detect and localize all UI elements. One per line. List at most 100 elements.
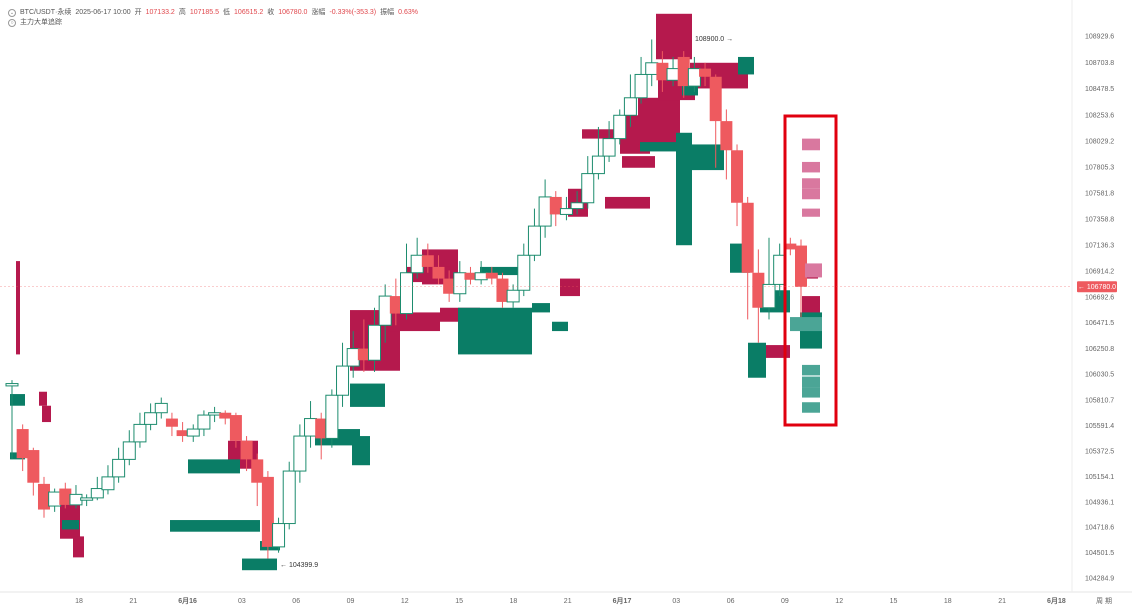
candle-body-up bbox=[197, 414, 211, 430]
sell-order-block bbox=[582, 129, 640, 139]
candle-body-down bbox=[731, 150, 744, 203]
y-tick-label: 106250.8 bbox=[1085, 346, 1114, 353]
close-label: 收 bbox=[267, 9, 275, 16]
buy-zone bbox=[802, 402, 820, 413]
candle-body-down bbox=[16, 429, 29, 459]
candle-body-down bbox=[251, 459, 264, 483]
candle-body-down bbox=[784, 243, 797, 250]
y-tick-label: 108253.6 bbox=[1085, 112, 1114, 119]
candle-body-up bbox=[90, 488, 104, 499]
candle-body-down bbox=[261, 476, 274, 547]
x-tick-label: 18 bbox=[510, 598, 518, 605]
y-tick-label: 108929.6 bbox=[1085, 34, 1114, 41]
sell-order-block bbox=[16, 261, 20, 355]
buy-order-block bbox=[682, 83, 698, 96]
indicator-name[interactable]: 主力大单追踪 bbox=[20, 19, 62, 26]
candle-body-up bbox=[453, 272, 467, 295]
candle-body-up bbox=[474, 272, 488, 281]
sell-zone bbox=[805, 263, 822, 278]
candle-body-up bbox=[272, 523, 286, 548]
sell-order-block bbox=[39, 391, 47, 406]
y-tick-label: 107581.8 bbox=[1085, 191, 1114, 198]
candle-body-down bbox=[549, 196, 562, 215]
candle-body-up bbox=[378, 295, 392, 326]
candle-body-up bbox=[101, 476, 115, 491]
y-tick-label: 108029.2 bbox=[1085, 139, 1114, 146]
symbol-label: BTC/USDT·永续 bbox=[20, 9, 72, 16]
sell-zone bbox=[802, 178, 820, 189]
candle-body-down bbox=[720, 121, 733, 151]
buy-order-block bbox=[170, 520, 260, 532]
candle-body-up bbox=[410, 254, 424, 274]
highlight-box bbox=[783, 114, 838, 427]
candle-body-up bbox=[154, 402, 168, 414]
candle-body-down bbox=[389, 296, 402, 314]
candle-body-up bbox=[602, 138, 616, 157]
candle-body-up bbox=[613, 114, 627, 140]
buy-order-block bbox=[676, 132, 692, 246]
sell-order-block bbox=[656, 13, 692, 60]
buy-order-block bbox=[532, 303, 550, 313]
sell-order-block bbox=[42, 405, 51, 423]
indicator-settings-icon[interactable]: ○ bbox=[8, 19, 16, 27]
x-tick-label: 18 bbox=[944, 598, 952, 605]
buy-order-block bbox=[188, 459, 240, 474]
y-tick-label: 108703.8 bbox=[1085, 60, 1114, 67]
sell-order-block bbox=[802, 296, 820, 314]
candle-body-down bbox=[709, 76, 722, 122]
candle-body-up bbox=[400, 272, 413, 315]
candle-body-down bbox=[421, 255, 434, 267]
y-tick-label: 106471.5 bbox=[1085, 320, 1114, 327]
sell-order-block bbox=[73, 536, 84, 558]
y-tick-label: 106030.5 bbox=[1085, 372, 1114, 379]
candle-body-up bbox=[133, 423, 147, 443]
collapse-icon[interactable]: ⌄ bbox=[8, 9, 16, 17]
x-tick-label: 6月16 bbox=[178, 597, 197, 605]
candle-body-down bbox=[59, 488, 72, 505]
y-tick-label: 107805.3 bbox=[1085, 165, 1114, 172]
candle-body-up bbox=[304, 418, 318, 437]
low-value: 106515.2 bbox=[234, 9, 264, 16]
sell-order-block bbox=[622, 156, 655, 168]
x-tick-label: 03 bbox=[238, 598, 246, 605]
candle-body-down bbox=[741, 202, 754, 273]
candle-body-up bbox=[48, 491, 62, 507]
candle-body-down bbox=[699, 68, 712, 77]
candle-body-up bbox=[666, 68, 680, 81]
candle-body-down bbox=[432, 266, 445, 279]
x-tick-label: 09 bbox=[347, 598, 355, 605]
candle-body-up bbox=[282, 470, 296, 525]
candle-body-up bbox=[687, 68, 701, 87]
buy-order-block bbox=[242, 558, 277, 571]
candle-body-up bbox=[581, 173, 595, 204]
y-tick-label: 104501.5 bbox=[1085, 550, 1114, 557]
y-tick-label: 106692.6 bbox=[1085, 294, 1114, 301]
candle-body-up bbox=[325, 394, 339, 439]
y-tick-label: 105154.1 bbox=[1085, 474, 1114, 481]
y-tick-label: 107358.8 bbox=[1085, 217, 1114, 224]
candle-body-down bbox=[229, 415, 242, 441]
x-tick-label: 6月18 bbox=[1047, 597, 1066, 605]
buy-order-block bbox=[350, 383, 385, 407]
buy-zone bbox=[790, 317, 822, 332]
candle-body-up bbox=[559, 208, 573, 215]
sell-zone bbox=[802, 138, 820, 151]
x-tick-label: 06 bbox=[727, 598, 735, 605]
candle-body-down bbox=[656, 62, 669, 81]
candle-body-down bbox=[485, 272, 498, 279]
close-value: 106780.0 bbox=[278, 9, 308, 16]
period-label: 周 期 bbox=[1096, 597, 1112, 605]
last-price-text: ← 106780.0 bbox=[1078, 284, 1116, 291]
candle-body-up bbox=[634, 73, 648, 99]
candle-body-up bbox=[538, 196, 552, 227]
candle-body-up bbox=[5, 383, 19, 387]
candle-body-up bbox=[208, 412, 222, 416]
candle-body-up bbox=[368, 324, 382, 361]
candle-body-down bbox=[27, 450, 40, 483]
buy-order-block bbox=[458, 307, 532, 355]
high-value: 107185.5 bbox=[189, 9, 220, 16]
x-tick-label: 09 bbox=[781, 598, 789, 605]
change-value: -0.33%(-353.3) bbox=[329, 9, 377, 16]
candle-body-up bbox=[112, 458, 126, 478]
